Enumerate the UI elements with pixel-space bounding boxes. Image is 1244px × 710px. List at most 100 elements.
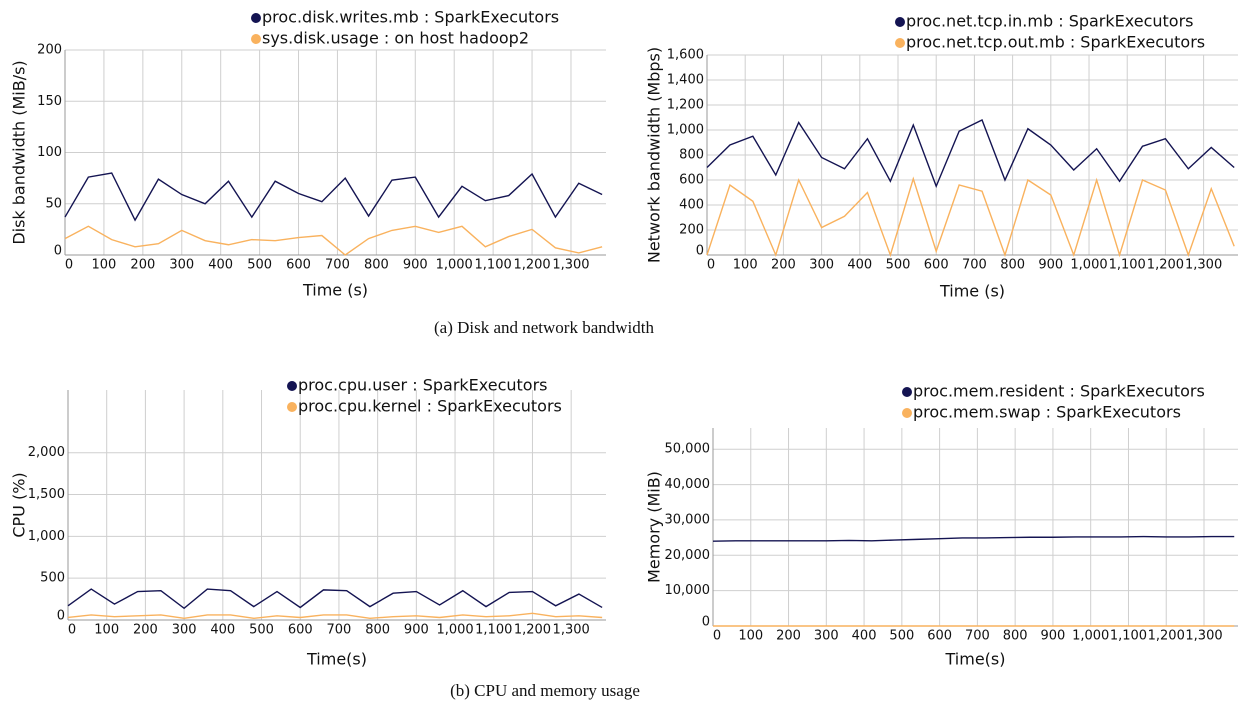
x-tick-label: 700 <box>327 623 352 638</box>
x-tick-label: 1,100 <box>1110 629 1147 644</box>
y-axis-label: Memory (MiB) <box>645 471 664 583</box>
x-tick-label: 300 <box>169 258 194 273</box>
x-tick-label: 400 <box>852 629 877 644</box>
x-tick-label: 1,100 <box>475 258 512 273</box>
x-tick-label: 800 <box>1003 629 1028 644</box>
legend-marker <box>902 408 912 418</box>
x-tick-label: 1,100 <box>475 623 512 638</box>
y-tick-label: 40,000 <box>665 477 711 492</box>
x-tick-label: 500 <box>247 258 272 273</box>
line-series <box>706 176 1235 258</box>
x-tick-label: 300 <box>172 623 197 638</box>
x-tick-label: 800 <box>365 623 390 638</box>
line-series <box>67 588 603 610</box>
legend-marker <box>287 381 297 391</box>
x-tick-label: 300 <box>809 258 834 273</box>
y-tick-label: 1,000 <box>28 529 65 544</box>
legend-marker <box>251 13 261 23</box>
x-tick-label: 1,300 <box>1185 629 1222 644</box>
x-tick-label: 500 <box>249 623 274 638</box>
y-axis-label: Network bandwidth (Mbps) <box>645 47 664 263</box>
x-tick-label: 100 <box>94 623 119 638</box>
y-tick-label: 400 <box>679 198 704 213</box>
y-tick-label: 0 <box>696 244 704 259</box>
y-axis-label: CPU (%) <box>10 472 29 537</box>
y-tick-label: 200 <box>37 43 62 58</box>
y-tick-label: 30,000 <box>665 512 711 527</box>
x-tick-label: 900 <box>403 258 428 273</box>
x-tick-label: 600 <box>924 258 949 273</box>
x-tick-label: 600 <box>286 258 311 273</box>
line-series <box>64 225 603 256</box>
x-axis-label: Time (s) <box>302 281 368 300</box>
y-tick-label: 200 <box>679 223 704 238</box>
y-tick-label: 0 <box>57 609 65 624</box>
x-tick-label: 1,000 <box>436 623 473 638</box>
y-tick-label: 600 <box>679 173 704 188</box>
y-tick-label: 800 <box>679 148 704 163</box>
y-tick-label: 150 <box>37 94 62 109</box>
y-tick-label: 0 <box>702 615 710 630</box>
x-tick-label: 300 <box>814 629 839 644</box>
y-tick-label: 0 <box>54 244 62 259</box>
y-tick-label: 1,600 <box>667 48 704 63</box>
y-tick-label: 50 <box>45 196 62 211</box>
x-tick-label: 100 <box>92 258 117 273</box>
x-tick-label: 200 <box>130 258 155 273</box>
legend-label: proc.cpu.user : SparkExecutors <box>298 376 548 395</box>
caption: (b) CPU and memory usage <box>450 681 640 700</box>
x-tick-label: 0 <box>713 629 721 644</box>
x-tick-label: 0 <box>65 258 73 273</box>
y-tick-label: 1,400 <box>667 73 704 88</box>
x-tick-label: 1,000 <box>436 258 473 273</box>
x-tick-label: 400 <box>208 258 233 273</box>
line-series <box>712 535 1235 542</box>
legend-label: proc.net.tcp.in.mb : SparkExecutors <box>906 12 1194 31</box>
y-tick-label: 1,000 <box>667 123 704 138</box>
x-tick-label: 900 <box>1041 629 1066 644</box>
x-tick-label: 600 <box>927 629 952 644</box>
legend-marker <box>287 402 297 412</box>
x-tick-label: 100 <box>733 258 758 273</box>
legend-marker <box>251 34 261 44</box>
x-tick-label: 800 <box>1000 258 1025 273</box>
legend-label: proc.mem.swap : SparkExecutors <box>913 403 1181 422</box>
x-tick-label: 400 <box>210 623 235 638</box>
x-axis-label: Time(s) <box>306 650 367 669</box>
y-tick-label: 1,500 <box>28 487 65 502</box>
y-axis-label: Disk bandwidth (MiB/s) <box>10 60 29 244</box>
x-tick-label: 600 <box>288 623 313 638</box>
x-tick-label: 1,200 <box>1148 629 1185 644</box>
y-tick-label: 100 <box>37 145 62 160</box>
legend-label: proc.cpu.kernel : SparkExecutors <box>298 397 562 416</box>
x-tick-label: 900 <box>1038 258 1063 273</box>
line-series <box>64 172 603 222</box>
legend-label: proc.mem.resident : SparkExecutors <box>913 382 1205 401</box>
legend-marker <box>895 38 905 48</box>
x-tick-label: 800 <box>364 258 389 273</box>
x-tick-label: 200 <box>771 258 796 273</box>
x-tick-label: 1,000 <box>1070 258 1107 273</box>
x-tick-label: 1,000 <box>1072 629 1109 644</box>
x-tick-label: 500 <box>886 258 911 273</box>
x-tick-label: 1,200 <box>1147 258 1184 273</box>
y-tick-label: 1,200 <box>667 98 704 113</box>
line-series <box>67 612 603 620</box>
caption: (a) Disk and network bandwidth <box>434 318 655 337</box>
x-axis-label: Time(s) <box>945 650 1006 669</box>
x-tick-label: 1,100 <box>1109 258 1146 273</box>
y-tick-label: 500 <box>40 571 65 586</box>
x-tick-label: 200 <box>133 623 158 638</box>
x-tick-label: 0 <box>68 623 76 638</box>
x-tick-label: 700 <box>325 258 350 273</box>
x-tick-label: 0 <box>707 258 715 273</box>
legend-label: proc.net.tcp.out.mb : SparkExecutors <box>906 33 1205 52</box>
y-tick-label: 20,000 <box>665 548 711 563</box>
y-tick-label: 2,000 <box>28 445 65 460</box>
x-tick-label: 900 <box>404 623 429 638</box>
x-tick-label: 700 <box>965 629 990 644</box>
y-tick-label: 10,000 <box>665 583 711 598</box>
legend-marker <box>902 387 912 397</box>
x-tick-label: 1,200 <box>513 258 550 273</box>
